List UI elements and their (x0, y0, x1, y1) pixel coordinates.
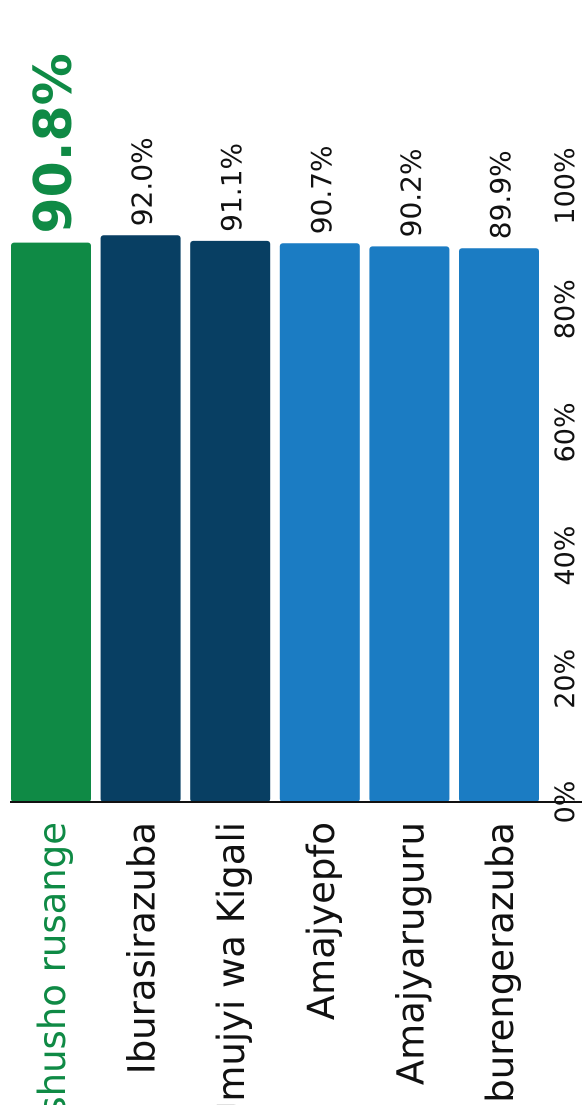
bar-4 (369, 246, 450, 803)
category-labels-layer: Ishusho rusange Iburasirazuba Umujyi wa Ki… (31, 822, 522, 1105)
category-label-2: Umujyi wa Kigali (210, 822, 253, 1105)
value-label-1: 92.0% (126, 137, 159, 226)
tick-label-0: 0% (550, 781, 581, 824)
category-label-1: Iburasirazuba (121, 822, 164, 1074)
value-label-4: 90.2% (394, 148, 427, 237)
tick-label-3: 60% (550, 402, 581, 462)
value-labels-layer: 90.8% 92.0% 91.1% 90.7% 90.2% 89.9% (24, 53, 517, 239)
axis-ticks-layer: 0% 20% 40% 60% 80% 100% (550, 147, 581, 823)
value-label-2: 91.1% (215, 143, 248, 232)
value-label-3: 90.7% (305, 145, 338, 234)
value-label-0: 90.8% (24, 53, 84, 233)
bar-1 (100, 235, 181, 802)
bar-5 (459, 248, 539, 802)
category-label-0: Ishusho rusange (31, 822, 74, 1105)
category-label-5: Uburengerazuba (479, 822, 522, 1105)
bar-3 (279, 243, 360, 803)
category-label-3: Amajyepfo (300, 822, 343, 1020)
tick-label-4: 80% (550, 279, 581, 339)
value-label-5: 89.9% (484, 150, 517, 239)
tick-label-2: 40% (550, 526, 581, 586)
bar-2 (190, 240, 271, 803)
bars-layer (11, 235, 539, 803)
tick-label-1: 20% (550, 649, 581, 709)
bar-0 (11, 242, 91, 802)
tick-label-5: 100% (550, 147, 581, 224)
category-label-4: Amajyaruguru (389, 822, 432, 1085)
